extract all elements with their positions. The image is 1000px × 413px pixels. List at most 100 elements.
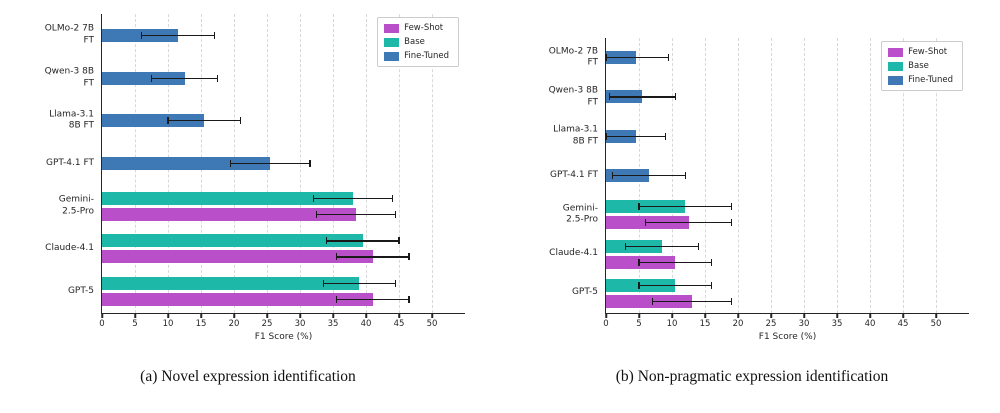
gridline [333, 14, 334, 313]
gridline [738, 38, 739, 313]
x-tick-label: 10 [162, 319, 174, 329]
figure-novel-expression: 0 5 10 15 20 25 30 35 40 45 50 F1 Score (%) Few-Shot… [13, 4, 483, 386]
x-tick-label: 0 [603, 319, 609, 329]
y-axis-label: Claude-4.1 [549, 248, 598, 259]
x-tick-label: 35 [327, 319, 339, 329]
x-tick-label: 20 [228, 319, 240, 329]
x-axis-tick [200, 314, 202, 318]
error-bar [625, 245, 699, 247]
gridline [771, 38, 772, 313]
error-bar-cap [625, 242, 627, 250]
error-bar-cap [638, 258, 640, 266]
error-bar-cap [391, 194, 394, 202]
legend: Few-Shot Base Fine-Tuned [377, 17, 459, 67]
error-bar [606, 135, 666, 137]
error-bar-cap [638, 203, 640, 211]
error-bar-cap [150, 74, 153, 82]
error-bar-cap [697, 242, 700, 250]
x-tick-label: 25 [765, 319, 777, 329]
error-bar-cap [335, 253, 337, 261]
error-bar-cap [216, 74, 219, 82]
x-tick-label: 5 [132, 319, 138, 329]
error-bar [609, 96, 676, 98]
legend-swatch-fine-tuned [384, 51, 400, 61]
error-bar-cap [322, 280, 324, 288]
x-axis-tick [299, 314, 301, 318]
error-bar-cap [730, 219, 733, 227]
legend-label: Few-Shot [404, 23, 444, 33]
y-axis-label: Claude-4.1 [45, 243, 94, 254]
x-axis-tick [638, 314, 640, 318]
error-bar [612, 174, 686, 177]
caption-b: (b) Non-pragmatic expression identificat… [615, 368, 889, 385]
x-axis-label: F1 Score (%) [254, 332, 313, 342]
figure-panel: 0 5 10 15 20 25 30 35 40 45 50 F1 Score (%) Few-Shot… [13, 4, 987, 386]
y-axis-label: Qwen-3 8B FT [44, 66, 94, 89]
error-bar [230, 162, 310, 165]
gridline [399, 14, 400, 313]
bar-few-shot [102, 250, 373, 264]
x-tick-label: 0 [99, 319, 105, 329]
x-tick-label: 50 [930, 319, 942, 329]
error-bar-cap [638, 281, 640, 289]
error-bar [639, 284, 712, 287]
legend-item: Few-Shot [384, 23, 449, 33]
plot-area: 0 5 10 15 20 25 30 35 40 45 50 F1 Score (%) Few-Shot… [99, 14, 465, 342]
legend-swatch-few-shot [384, 23, 400, 33]
x-axis-tick [134, 314, 136, 318]
legend-item: Few-Shot [888, 47, 953, 57]
error-bar-cap [684, 172, 686, 179]
error-bar [326, 240, 399, 242]
legend-label: Fine-Tuned [908, 75, 953, 85]
error-bar-cap [141, 31, 143, 39]
error-bar-cap [325, 237, 328, 245]
error-bar [606, 57, 669, 59]
x-axis-tick [332, 314, 334, 318]
x-tick-label: 25 [261, 319, 273, 329]
x-tick-label: 20 [732, 319, 744, 329]
error-bar-cap [730, 203, 733, 211]
plot-area: 0 5 10 15 20 25 30 35 40 45 50 F1 Score (%) Few-Shot… [603, 38, 969, 342]
bar-few-shot [606, 294, 692, 308]
error-bar-cap [608, 93, 610, 101]
error-bar [316, 213, 396, 215]
error-bar-cap [213, 31, 215, 39]
x-axis-tick [101, 314, 103, 318]
error-bar [313, 197, 393, 199]
error-bar-cap [605, 132, 607, 140]
error-bar-cap [668, 54, 670, 62]
legend-label: Few-Shot [908, 47, 948, 57]
y-axis-label: GPT-4.1 FT [45, 157, 94, 168]
x-tick-label: 40 [864, 319, 876, 329]
error-bar [639, 206, 732, 208]
y-axis-label: GPT-5 [571, 287, 598, 298]
x-tick-label: 15 [195, 319, 207, 329]
x-axis-tick [704, 314, 706, 318]
error-bar-cap [664, 132, 667, 140]
x-axis-tick [365, 314, 367, 318]
legend-swatch-few-shot [888, 47, 904, 57]
x-axis-tick [803, 314, 805, 318]
x-axis-tick [233, 314, 235, 318]
y-axis-label: OLMo-2 7B FT [44, 23, 94, 46]
legend-swatch-base [384, 37, 400, 47]
y-axis-label: Llama-3.1 8B FT [553, 124, 598, 147]
x-tick-label: 50 [426, 319, 438, 329]
bar-base [102, 191, 353, 205]
gridline [870, 38, 871, 313]
chart-non-pragmatic-expression: 0 5 10 15 20 25 30 35 40 45 50 F1 Score (%) Few-Shot… [517, 4, 987, 356]
error-bar [336, 256, 409, 258]
x-tick-label: 45 [897, 319, 909, 329]
y-axis-label: OLMo-2 7B FT [548, 45, 598, 68]
error-bar [652, 300, 732, 303]
bar-few-shot [102, 207, 357, 221]
x-axis-tick [605, 314, 607, 318]
x-tick-label: 5 [636, 319, 642, 329]
error-bar-cap [230, 160, 232, 167]
error-bar-cap [167, 117, 169, 125]
legend-label: Fine-Tuned [404, 51, 449, 61]
bar-fine-tuned [102, 71, 185, 85]
gridline [936, 38, 937, 313]
bar-fine-tuned [102, 114, 205, 128]
x-tick-label: 30 [798, 319, 810, 329]
